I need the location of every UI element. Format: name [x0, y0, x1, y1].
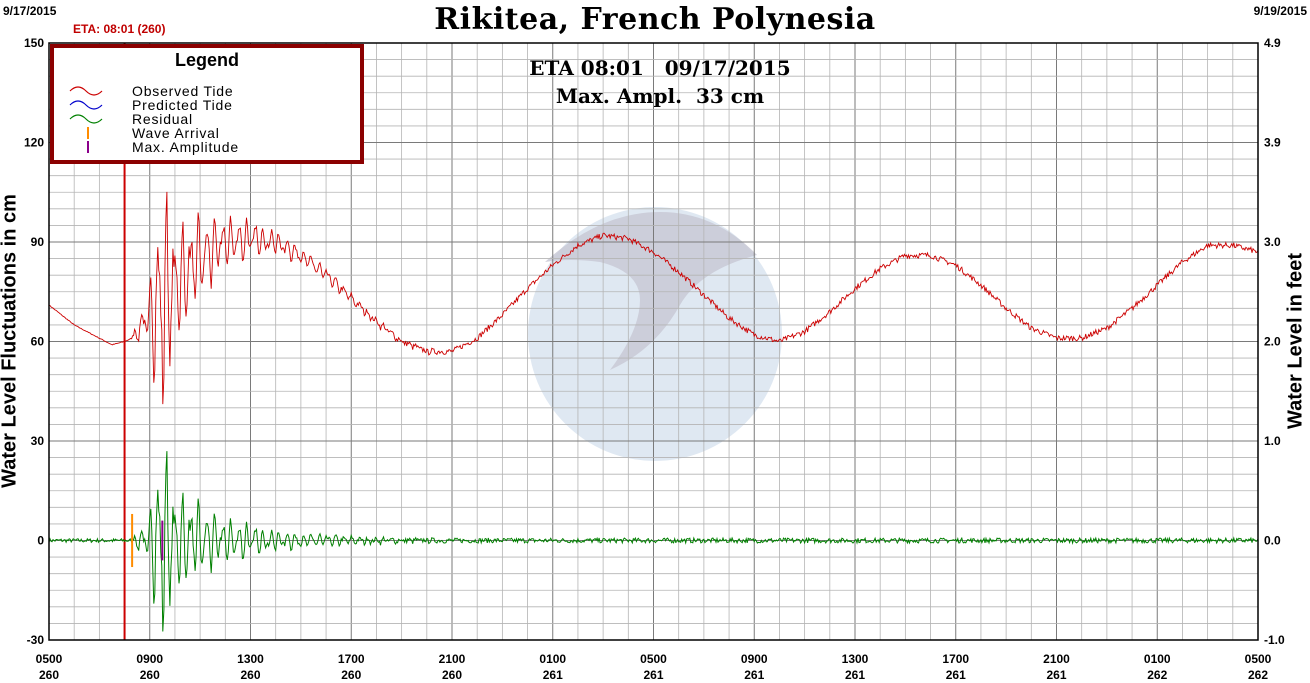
residual-line: [48, 451, 1259, 632]
y-tick-label-left: 60: [31, 335, 45, 349]
legend-item-residual: Residual: [68, 111, 358, 127]
end-date: 9/19/2015: [1253, 4, 1307, 18]
x-tick-label-day: 261: [643, 668, 663, 682]
x-tick-label-time: 1700: [942, 652, 969, 666]
predicted-wave-icon: [69, 100, 103, 110]
y-tick-labels-right: 4.9 3.9 3.0 2.0 1.0 0.0 -1.0: [1264, 36, 1285, 647]
plot-frame: [48, 42, 1259, 641]
x-tick-label-day: 262: [1147, 668, 1167, 682]
y-tick-label-left: 150: [24, 36, 44, 50]
legend-box: Legend Observed Tide Predicted Tide Resi…: [50, 44, 364, 164]
x-tick-label-day: 261: [845, 668, 865, 682]
x-tick-label-time: 0900: [136, 652, 163, 666]
x-tick-label-day: 261: [543, 668, 563, 682]
y-tick-label-right: 2.0: [1264, 335, 1281, 349]
x-tick-labels: 0500 260 0900 260 1300 260 1700 260 2100 260 0100 2…: [36, 652, 1272, 682]
y-tick-label-right: 3.0: [1264, 235, 1281, 249]
y-tick-label-right: -1.0: [1264, 633, 1285, 647]
x-tick-label-day: 262: [1248, 668, 1268, 682]
y-axis-title-left: Water Level Fluctuations in cm: [0, 194, 21, 488]
legend-item-wave-arrival: Wave Arrival: [68, 125, 358, 141]
legend-label-residual: Residual: [132, 111, 193, 127]
y-axis-title-right: Water Level in feet: [1284, 253, 1307, 429]
eta-annotation: ETA 08:01 09/17/2015 Max. Ampl. 33 cm: [460, 54, 860, 110]
wave-arrival-tick-icon: [87, 127, 89, 139]
x-tick-label-day: 261: [1046, 668, 1066, 682]
start-date: 9/17/2015: [3, 4, 57, 18]
observed-tide-line: [48, 191, 1259, 405]
legend-label-observed: Observed Tide: [132, 83, 234, 99]
x-tick-label-time: 0100: [1144, 652, 1171, 666]
x-tick-label-time: 0900: [741, 652, 768, 666]
y-tick-label-right: 0.0: [1264, 534, 1281, 548]
x-tick-label-day: 260: [442, 668, 462, 682]
residual-wave-icon: [69, 114, 103, 124]
y-tick-label-right: 3.9: [1264, 136, 1281, 150]
y-tick-label-left: 0: [37, 534, 44, 548]
y-tick-label-right: 4.9: [1264, 36, 1281, 50]
chart-title: Rikitea, French Polynesia: [434, 2, 876, 37]
legend-item-max-amplitude: Max. Amplitude: [68, 139, 358, 155]
legend-label-predicted: Predicted Tide: [132, 97, 233, 113]
legend-item-observed: Observed Tide: [68, 83, 358, 99]
x-tick-label-day: 261: [744, 668, 764, 682]
y-tick-label-left: 30: [31, 434, 45, 448]
x-tick-label-day: 260: [39, 668, 59, 682]
y-tick-labels-left: 150 120 90 60 30 0 -30: [24, 36, 44, 647]
x-tick-label-time: 1300: [842, 652, 869, 666]
observed-wave-icon: [69, 86, 103, 96]
noaa-watermark-logo: [528, 207, 782, 461]
x-tick-label-time: 2100: [439, 652, 466, 666]
x-tick-label-time: 0500: [1245, 652, 1272, 666]
x-tick-label-day: 260: [140, 668, 160, 682]
legend-title: Legend: [174, 50, 239, 70]
y-tick-label-right: 1.0: [1264, 434, 1281, 448]
max-amplitude-annotation: Max. Ampl. 33 cm: [555, 84, 765, 108]
x-tick-label-day: 260: [240, 668, 260, 682]
y-tick-label-left: -30: [27, 633, 45, 647]
legend-label-max-amplitude: Max. Amplitude: [132, 139, 239, 155]
y-tick-label-left: 120: [24, 136, 44, 150]
x-tick-label-time: 1300: [237, 652, 264, 666]
x-tick-label-time: 1700: [338, 652, 365, 666]
max-amplitude-tick-icon: [87, 141, 89, 153]
y-tick-label-left: 90: [31, 235, 45, 249]
eta-label: ETA: 08:01 (260): [73, 22, 166, 36]
eta-annotation-line1: ETA 08:01 09/17/2015: [529, 56, 791, 80]
x-tick-label-day: 261: [946, 668, 966, 682]
x-tick-label-time: 0100: [539, 652, 566, 666]
x-tick-label-time: 2100: [1043, 652, 1070, 666]
legend-label-wave-arrival: Wave Arrival: [132, 125, 220, 141]
x-tick-label-day: 260: [341, 668, 361, 682]
x-tick-label-time: 0500: [36, 652, 63, 666]
legend-item-predicted: Predicted Tide: [68, 97, 358, 113]
x-tick-label-time: 0500: [640, 652, 667, 666]
